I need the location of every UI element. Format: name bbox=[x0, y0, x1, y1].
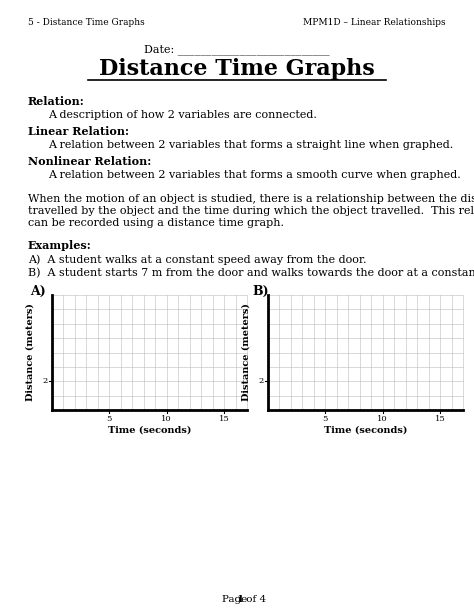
Text: Distance (meters): Distance (meters) bbox=[26, 303, 35, 402]
Text: 5 - Distance Time Graphs: 5 - Distance Time Graphs bbox=[28, 18, 145, 27]
Text: A description of how 2 variables are connected.: A description of how 2 variables are con… bbox=[48, 110, 317, 120]
Text: Relation:: Relation: bbox=[28, 96, 85, 107]
Text: Time (seconds): Time (seconds) bbox=[324, 426, 407, 435]
Text: When the motion of an object is studied, there is a relationship between the dis: When the motion of an object is studied,… bbox=[28, 194, 474, 204]
Text: Distance (meters): Distance (meters) bbox=[241, 303, 250, 402]
Text: 5: 5 bbox=[323, 415, 328, 423]
Text: Linear Relation:: Linear Relation: bbox=[28, 126, 129, 137]
Text: 15: 15 bbox=[219, 415, 229, 423]
Text: A)  A student walks at a constant speed away from the door.: A) A student walks at a constant speed a… bbox=[28, 254, 366, 265]
Text: Examples:: Examples: bbox=[28, 240, 92, 251]
Text: A relation between 2 variables that forms a straight line when graphed.: A relation between 2 variables that form… bbox=[48, 140, 453, 150]
Text: 10: 10 bbox=[377, 415, 388, 423]
Text: 15: 15 bbox=[435, 415, 446, 423]
Text: 1: 1 bbox=[237, 595, 244, 604]
Text: 5: 5 bbox=[107, 415, 112, 423]
Text: 2: 2 bbox=[259, 377, 264, 385]
Text: B)  A student starts 7 m from the door and walks towards the door at a constant : B) A student starts 7 m from the door an… bbox=[28, 267, 474, 278]
Text: 10: 10 bbox=[161, 415, 172, 423]
Text: MPM1D – Linear Relationships: MPM1D – Linear Relationships bbox=[303, 18, 446, 27]
Text: Nonlinear Relation:: Nonlinear Relation: bbox=[28, 156, 151, 167]
Text: B): B) bbox=[252, 285, 269, 298]
Text: A relation between 2 variables that forms a smooth curve when graphed.: A relation between 2 variables that form… bbox=[48, 170, 461, 180]
Text: 2: 2 bbox=[43, 377, 48, 385]
Text: can be recorded using a distance time graph.: can be recorded using a distance time gr… bbox=[28, 218, 284, 228]
Text: Distance Time Graphs: Distance Time Graphs bbox=[99, 58, 375, 80]
Text: Date: ___________________________: Date: ___________________________ bbox=[144, 44, 330, 55]
Text: Time (seconds): Time (seconds) bbox=[108, 426, 191, 435]
Text: A): A) bbox=[30, 285, 46, 298]
Text: Page: Page bbox=[222, 595, 250, 604]
Text: of 4: of 4 bbox=[243, 595, 266, 604]
Text: travelled by the object and the time during which the object travelled.  This re: travelled by the object and the time dur… bbox=[28, 206, 474, 216]
